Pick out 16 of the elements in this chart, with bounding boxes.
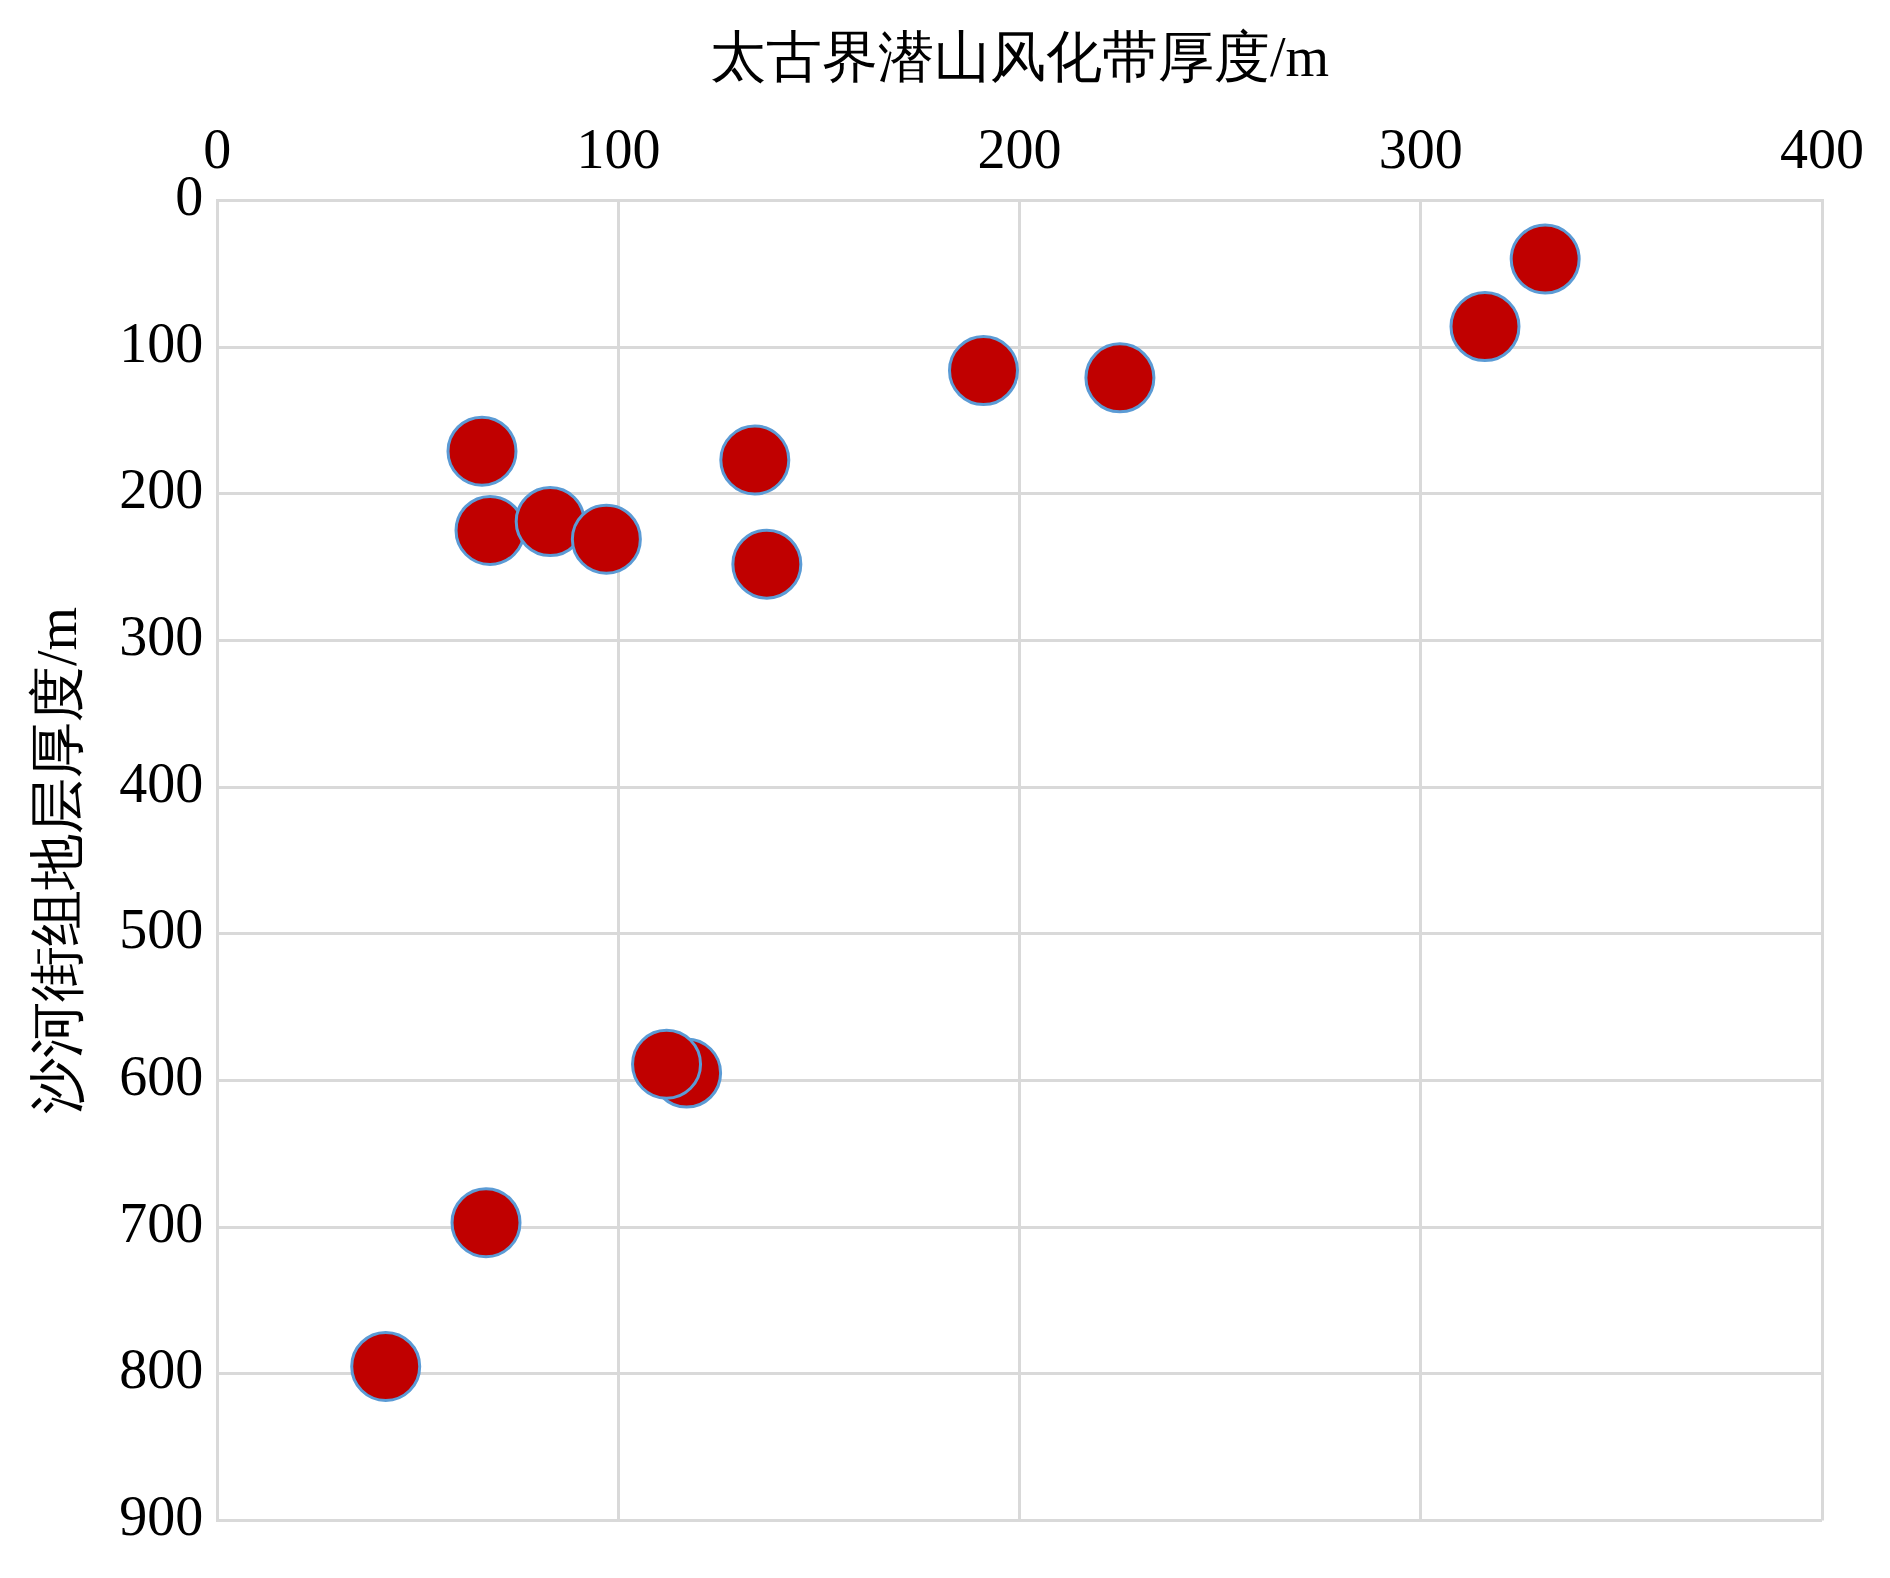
y-tick-label: 800 <box>119 1338 204 1401</box>
y-tick-label: 200 <box>119 458 204 521</box>
y-tick-label: 300 <box>119 605 204 668</box>
y-tick-label: 900 <box>119 1485 204 1548</box>
y-tick-label: 600 <box>119 1045 204 1108</box>
y-tick-label: 700 <box>119 1191 204 1254</box>
y-tick-label: 500 <box>119 898 204 961</box>
y-tick-label: 0 <box>175 165 204 228</box>
y-axis-title: 沙河街组地层厚度/m <box>26 606 89 1114</box>
y-tick-label: 400 <box>119 751 204 814</box>
x-tick-label: 400 <box>1780 117 1864 180</box>
y-tick-label: 100 <box>119 311 204 374</box>
x-axis-title: 太古界潜山风化带厚度/m <box>710 26 1330 89</box>
x-tick-label: 200 <box>977 117 1062 180</box>
x-tick-label: 300 <box>1378 117 1463 180</box>
x-tick-label: 100 <box>576 117 661 180</box>
